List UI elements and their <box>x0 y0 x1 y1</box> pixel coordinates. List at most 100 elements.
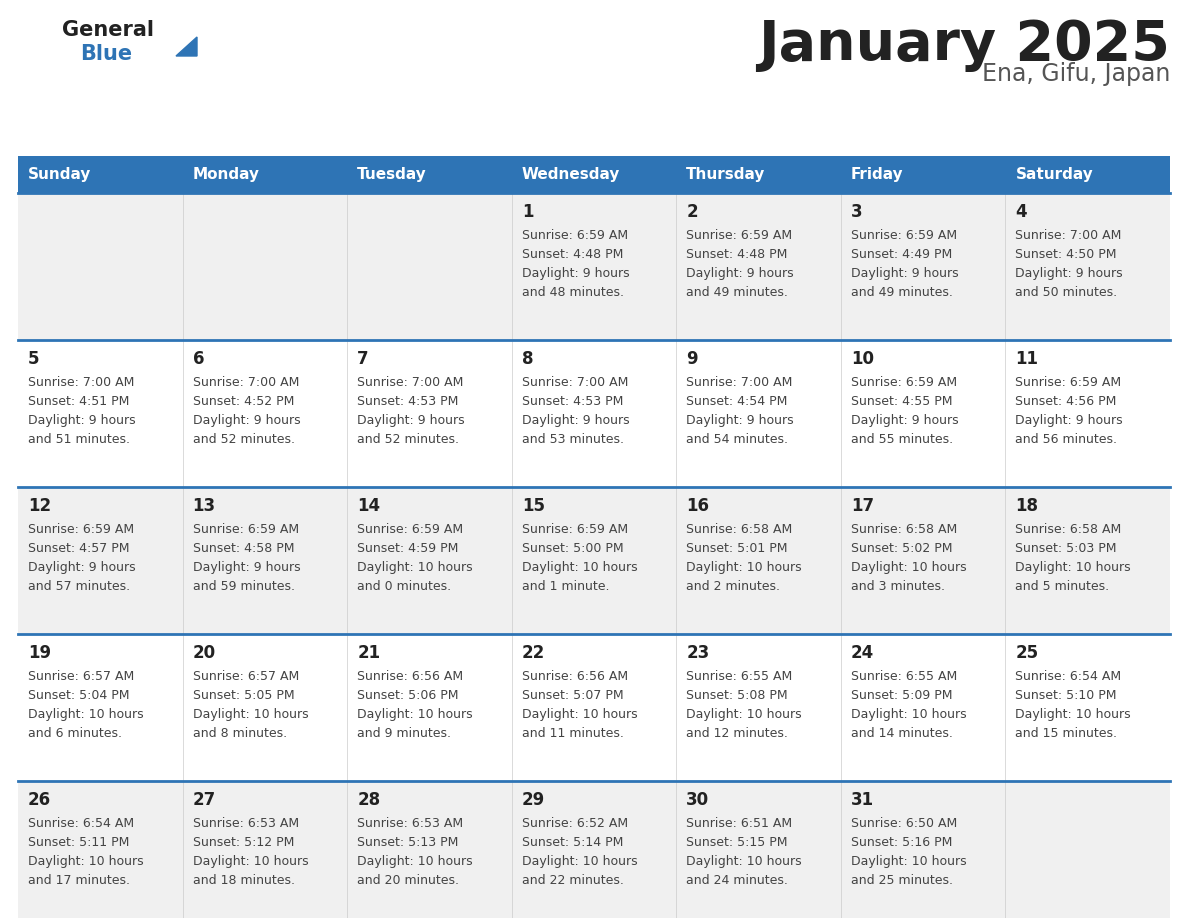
Text: 8: 8 <box>522 350 533 368</box>
Text: Sunrise: 7:00 AM: Sunrise: 7:00 AM <box>522 376 628 389</box>
Text: Sunset: 5:09 PM: Sunset: 5:09 PM <box>851 689 953 702</box>
Text: Daylight: 9 hours: Daylight: 9 hours <box>1016 414 1123 427</box>
Text: Sunday: Sunday <box>29 167 91 182</box>
Text: and 6 minutes.: and 6 minutes. <box>29 727 122 740</box>
Text: and 55 minutes.: and 55 minutes. <box>851 433 953 446</box>
Text: 30: 30 <box>687 791 709 809</box>
Text: Daylight: 9 hours: Daylight: 9 hours <box>192 561 301 574</box>
Text: 13: 13 <box>192 497 216 515</box>
Text: Friday: Friday <box>851 167 904 182</box>
Text: Daylight: 10 hours: Daylight: 10 hours <box>358 708 473 721</box>
Text: 10: 10 <box>851 350 874 368</box>
Text: Sunrise: 7:00 AM: Sunrise: 7:00 AM <box>192 376 299 389</box>
Text: Sunset: 4:53 PM: Sunset: 4:53 PM <box>522 395 623 408</box>
Text: Daylight: 10 hours: Daylight: 10 hours <box>522 855 637 868</box>
Text: Sunset: 4:53 PM: Sunset: 4:53 PM <box>358 395 459 408</box>
Text: Sunset: 5:06 PM: Sunset: 5:06 PM <box>358 689 459 702</box>
Text: Sunrise: 6:53 AM: Sunrise: 6:53 AM <box>358 817 463 830</box>
Bar <box>18 156 1170 193</box>
Text: 25: 25 <box>1016 644 1038 662</box>
Bar <box>18 340 1170 487</box>
Text: Daylight: 10 hours: Daylight: 10 hours <box>1016 708 1131 721</box>
Text: and 52 minutes.: and 52 minutes. <box>192 433 295 446</box>
Text: Sunset: 4:57 PM: Sunset: 4:57 PM <box>29 542 129 555</box>
Text: Daylight: 9 hours: Daylight: 9 hours <box>851 267 959 280</box>
Text: and 24 minutes.: and 24 minutes. <box>687 874 788 887</box>
Text: Sunrise: 6:53 AM: Sunrise: 6:53 AM <box>192 817 298 830</box>
Text: and 17 minutes.: and 17 minutes. <box>29 874 129 887</box>
Text: Sunset: 5:08 PM: Sunset: 5:08 PM <box>687 689 788 702</box>
Text: 17: 17 <box>851 497 874 515</box>
Text: Daylight: 10 hours: Daylight: 10 hours <box>687 708 802 721</box>
Text: and 18 minutes.: and 18 minutes. <box>192 874 295 887</box>
Text: 28: 28 <box>358 791 380 809</box>
Text: Daylight: 10 hours: Daylight: 10 hours <box>192 708 308 721</box>
Text: Daylight: 10 hours: Daylight: 10 hours <box>522 708 637 721</box>
Text: Sunrise: 6:59 AM: Sunrise: 6:59 AM <box>687 229 792 242</box>
Text: Daylight: 10 hours: Daylight: 10 hours <box>522 561 637 574</box>
Text: 29: 29 <box>522 791 545 809</box>
Bar <box>18 781 1170 918</box>
Text: Sunset: 5:04 PM: Sunset: 5:04 PM <box>29 689 129 702</box>
Text: and 49 minutes.: and 49 minutes. <box>687 286 788 299</box>
Text: 19: 19 <box>29 644 51 662</box>
Text: and 5 minutes.: and 5 minutes. <box>1016 580 1110 593</box>
Text: 20: 20 <box>192 644 216 662</box>
Text: January 2025: January 2025 <box>758 18 1170 72</box>
Text: Sunrise: 6:55 AM: Sunrise: 6:55 AM <box>851 670 958 683</box>
Text: Sunrise: 6:58 AM: Sunrise: 6:58 AM <box>687 523 792 536</box>
Text: Daylight: 10 hours: Daylight: 10 hours <box>29 708 144 721</box>
Text: and 2 minutes.: and 2 minutes. <box>687 580 781 593</box>
Polygon shape <box>176 37 197 56</box>
Text: Ena, Gifu, Japan: Ena, Gifu, Japan <box>981 62 1170 86</box>
Text: and 22 minutes.: and 22 minutes. <box>522 874 624 887</box>
Text: Daylight: 10 hours: Daylight: 10 hours <box>687 561 802 574</box>
Text: Sunrise: 7:00 AM: Sunrise: 7:00 AM <box>29 376 134 389</box>
Text: 6: 6 <box>192 350 204 368</box>
Text: Sunrise: 6:57 AM: Sunrise: 6:57 AM <box>192 670 299 683</box>
Text: Daylight: 10 hours: Daylight: 10 hours <box>192 855 308 868</box>
Text: Sunset: 5:00 PM: Sunset: 5:00 PM <box>522 542 624 555</box>
Text: Daylight: 9 hours: Daylight: 9 hours <box>192 414 301 427</box>
Text: Sunset: 4:58 PM: Sunset: 4:58 PM <box>192 542 295 555</box>
Text: and 0 minutes.: and 0 minutes. <box>358 580 451 593</box>
Text: and 1 minute.: and 1 minute. <box>522 580 609 593</box>
Text: Sunrise: 6:59 AM: Sunrise: 6:59 AM <box>851 376 958 389</box>
Text: 14: 14 <box>358 497 380 515</box>
Text: 24: 24 <box>851 644 874 662</box>
Text: Thursday: Thursday <box>687 167 765 182</box>
Text: Sunrise: 6:59 AM: Sunrise: 6:59 AM <box>192 523 298 536</box>
Text: Daylight: 9 hours: Daylight: 9 hours <box>522 414 630 427</box>
Text: 23: 23 <box>687 644 709 662</box>
Text: and 14 minutes.: and 14 minutes. <box>851 727 953 740</box>
Text: Tuesday: Tuesday <box>358 167 426 182</box>
Text: Sunrise: 7:00 AM: Sunrise: 7:00 AM <box>1016 229 1121 242</box>
Text: and 25 minutes.: and 25 minutes. <box>851 874 953 887</box>
Text: Daylight: 9 hours: Daylight: 9 hours <box>29 414 135 427</box>
Text: 27: 27 <box>192 791 216 809</box>
Text: Sunset: 5:02 PM: Sunset: 5:02 PM <box>851 542 953 555</box>
Bar <box>18 193 1170 340</box>
Text: Daylight: 9 hours: Daylight: 9 hours <box>687 267 794 280</box>
Text: Daylight: 10 hours: Daylight: 10 hours <box>29 855 144 868</box>
Text: Wednesday: Wednesday <box>522 167 620 182</box>
Text: and 56 minutes.: and 56 minutes. <box>1016 433 1118 446</box>
Text: Saturday: Saturday <box>1016 167 1093 182</box>
Text: 15: 15 <box>522 497 545 515</box>
Text: Sunrise: 6:59 AM: Sunrise: 6:59 AM <box>358 523 463 536</box>
Text: 11: 11 <box>1016 350 1038 368</box>
Text: Sunrise: 6:56 AM: Sunrise: 6:56 AM <box>358 670 463 683</box>
Text: and 51 minutes.: and 51 minutes. <box>29 433 129 446</box>
Text: 16: 16 <box>687 497 709 515</box>
Text: Blue: Blue <box>80 44 132 64</box>
Text: Daylight: 9 hours: Daylight: 9 hours <box>1016 267 1123 280</box>
Text: and 8 minutes.: and 8 minutes. <box>192 727 286 740</box>
Text: 12: 12 <box>29 497 51 515</box>
Bar <box>18 634 1170 781</box>
Text: 31: 31 <box>851 791 874 809</box>
Text: 3: 3 <box>851 203 862 221</box>
Text: 18: 18 <box>1016 497 1038 515</box>
Text: and 49 minutes.: and 49 minutes. <box>851 286 953 299</box>
Text: Sunset: 5:03 PM: Sunset: 5:03 PM <box>1016 542 1117 555</box>
Text: Sunrise: 6:59 AM: Sunrise: 6:59 AM <box>522 229 627 242</box>
